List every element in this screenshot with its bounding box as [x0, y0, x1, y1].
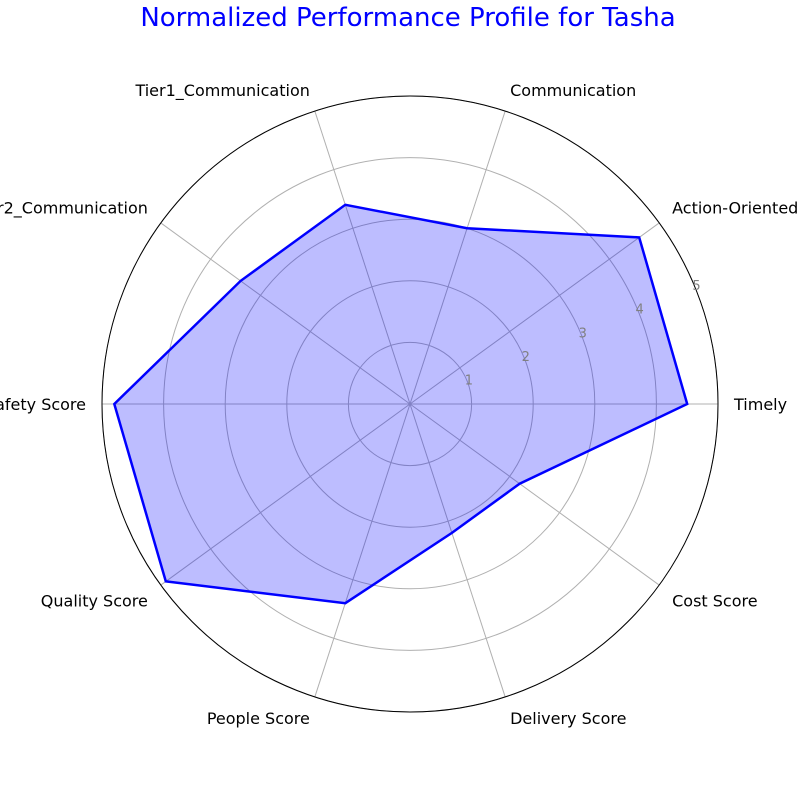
r-tick-label: 5: [692, 279, 700, 294]
spoke-line: [160, 222, 411, 405]
axis-label: Quality Score: [41, 591, 148, 610]
spoke-line: [314, 110, 411, 405]
spoke-line: [409, 110, 506, 405]
axis-label: Tier1_Communication: [134, 81, 309, 101]
axis-label: Cost Score: [672, 591, 757, 610]
label-layer: 1 2 3 4 5 Timely Action-Oriented Communication T…: [0, 81, 798, 728]
axis-label: People Score: [207, 709, 310, 728]
axis-label: Safety Score: [0, 395, 86, 414]
grid-layer: [101, 95, 719, 713]
series-area: [112, 203, 689, 605]
series-layer: [112, 203, 689, 605]
outer-frame-ring: [101, 95, 719, 713]
spoke-line: [409, 403, 506, 698]
spoke-line: [409, 222, 660, 405]
r-tick-label: 3: [579, 326, 587, 341]
r-tick-label: 1: [465, 373, 473, 388]
chart-title: Normalized Performance Profile for Tasha: [140, 3, 675, 33]
r-tick-label: 2: [522, 350, 530, 365]
spoke-line: [160, 403, 411, 586]
axis-label: Tier2_Communication: [0, 199, 148, 219]
axis-label: Action-Oriented: [672, 199, 798, 218]
spoke-line: [409, 403, 660, 586]
axis-label: Communication: [510, 81, 636, 100]
axis-label: Timely: [733, 395, 787, 414]
r-tick-label: 4: [636, 303, 644, 318]
axis-label: Delivery Score: [510, 709, 626, 728]
spoke-line: [314, 403, 411, 698]
